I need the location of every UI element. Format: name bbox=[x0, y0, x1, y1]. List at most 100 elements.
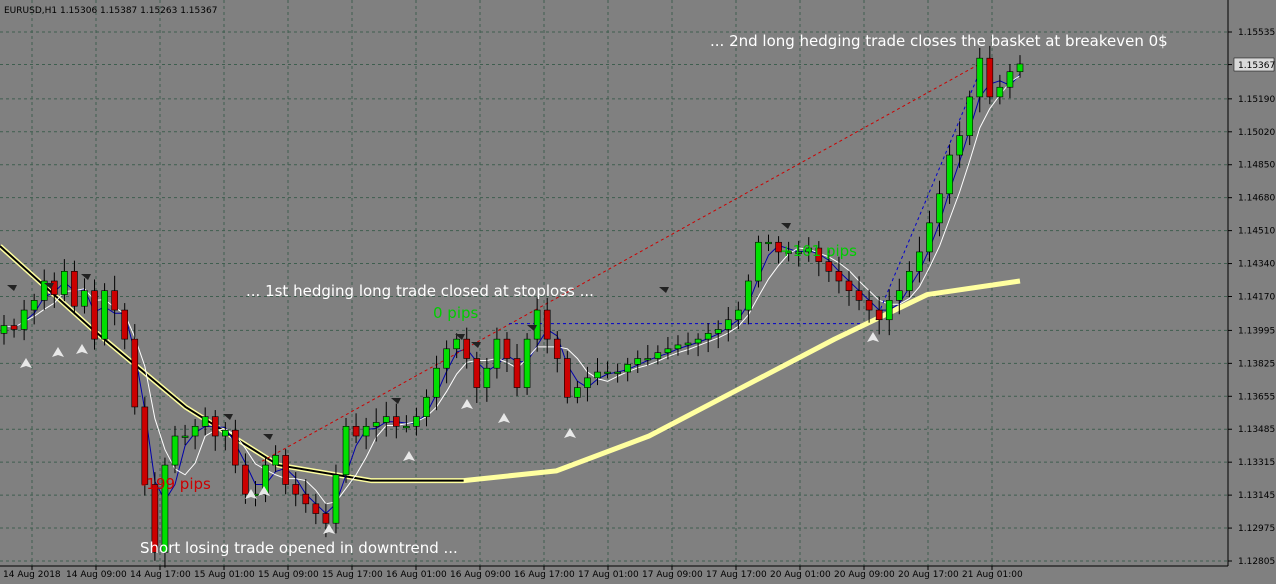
candle bbox=[382, 401, 390, 437]
candle-body bbox=[1016, 63, 1024, 73]
candle-body bbox=[845, 280, 853, 291]
price-tick-label: 1.12805 bbox=[1238, 557, 1275, 567]
candle-body bbox=[453, 338, 460, 350]
candle bbox=[745, 274, 752, 325]
buy-arrow-icon bbox=[564, 428, 576, 438]
candle bbox=[232, 419, 239, 474]
candle-body bbox=[151, 484, 159, 553]
annotation-bottom: Short losing trade opened in downtrend .… bbox=[140, 539, 458, 557]
price-axis[interactable] bbox=[1228, 0, 1276, 584]
candle bbox=[362, 417, 370, 450]
time-tick-label: 15 Aug 09:00 bbox=[258, 570, 319, 580]
candle-body bbox=[704, 333, 712, 340]
buy-arrow-icon bbox=[323, 524, 335, 534]
candle bbox=[272, 445, 279, 472]
candle bbox=[584, 366, 591, 402]
candle-body bbox=[956, 135, 963, 156]
moving-average-signal bbox=[3, 75, 1021, 505]
candle bbox=[916, 236, 923, 283]
candle-body bbox=[654, 352, 662, 359]
buy-arrow-icon bbox=[498, 413, 510, 423]
candle-body bbox=[101, 290, 108, 340]
candle-body bbox=[775, 241, 782, 253]
candle-body bbox=[382, 416, 390, 423]
candle-body bbox=[322, 513, 330, 524]
chart-overlays bbox=[0, 61, 1021, 515]
price-tick-label: 1.13315 bbox=[1238, 458, 1275, 468]
candle bbox=[1016, 55, 1024, 78]
candle-body bbox=[493, 338, 501, 369]
candle-body bbox=[513, 358, 521, 388]
candle bbox=[242, 453, 249, 504]
price-tick-label: 1.13825 bbox=[1238, 359, 1275, 369]
pips-zero-label: 0 pips bbox=[433, 304, 479, 322]
candle bbox=[201, 407, 209, 436]
time-tick-label: 14 Aug 09:00 bbox=[66, 570, 127, 580]
candle bbox=[161, 457, 169, 568]
candle bbox=[533, 297, 541, 352]
candle bbox=[835, 256, 843, 294]
candle-body bbox=[714, 329, 722, 334]
candle-body bbox=[906, 271, 913, 291]
candle bbox=[574, 380, 581, 404]
candle-body bbox=[885, 300, 893, 321]
candle bbox=[624, 357, 631, 382]
candle bbox=[775, 236, 782, 264]
candle-body bbox=[342, 426, 350, 476]
candle-body bbox=[755, 241, 762, 282]
candle-body bbox=[171, 435, 179, 466]
time-tick-label: 14 Aug 2018 bbox=[3, 570, 61, 580]
hedge-trade-line-red bbox=[261, 61, 984, 462]
candle-body bbox=[664, 348, 672, 353]
price-tick-label: 1.13995 bbox=[1238, 326, 1275, 336]
candle bbox=[282, 449, 289, 495]
candle-body bbox=[191, 426, 199, 437]
candle bbox=[171, 425, 179, 474]
candle bbox=[875, 296, 883, 335]
candle bbox=[222, 422, 229, 451]
candle bbox=[141, 397, 149, 496]
candle-body bbox=[81, 290, 88, 307]
buy-arrow-icon bbox=[52, 347, 64, 357]
candle bbox=[855, 276, 863, 311]
candle bbox=[765, 234, 772, 252]
candle-body bbox=[895, 290, 903, 301]
time-tick-label: 17 Aug 01:00 bbox=[578, 570, 639, 580]
candle bbox=[50, 272, 58, 308]
time-tick-label: 14 Aug 17:00 bbox=[130, 570, 191, 580]
time-tick-label: 15 Aug 01:00 bbox=[194, 570, 255, 580]
candle bbox=[553, 331, 561, 373]
candle-body bbox=[232, 429, 239, 466]
price-tick-label: 1.14170 bbox=[1238, 293, 1275, 303]
candle bbox=[372, 408, 380, 442]
candle-body bbox=[835, 271, 843, 282]
candle-body bbox=[1006, 71, 1014, 88]
candle-body bbox=[624, 364, 631, 373]
candle bbox=[503, 332, 511, 373]
candle-body bbox=[443, 348, 450, 369]
candle-body bbox=[614, 371, 621, 374]
current-price-marker: 1.15367 bbox=[1233, 57, 1275, 72]
price-tick-label: 1.15190 bbox=[1238, 95, 1275, 105]
candle bbox=[735, 301, 742, 330]
candle bbox=[20, 299, 28, 341]
candle-body bbox=[926, 222, 933, 253]
candle bbox=[564, 351, 571, 404]
candle bbox=[473, 351, 481, 403]
candle-body bbox=[131, 338, 139, 408]
candle bbox=[292, 472, 300, 507]
time-axis-ticks: 14 Aug 2018 14 Aug 09:00 14 Aug 17:00 15 Au… bbox=[3, 566, 1023, 580]
candle-body bbox=[71, 271, 78, 307]
candle-body bbox=[745, 280, 752, 311]
candle-body bbox=[161, 464, 169, 553]
candle bbox=[342, 417, 350, 483]
candle bbox=[674, 335, 682, 356]
candle-body bbox=[694, 338, 702, 344]
annotation-middle: ... 1st hedging long trade closed at sto… bbox=[246, 282, 594, 300]
candle bbox=[81, 278, 88, 314]
candle bbox=[493, 327, 501, 379]
price-tick-label: 1.12975 bbox=[1238, 524, 1275, 534]
buy-arrow-icon bbox=[245, 489, 257, 499]
sell-arrow-icon bbox=[527, 325, 537, 331]
